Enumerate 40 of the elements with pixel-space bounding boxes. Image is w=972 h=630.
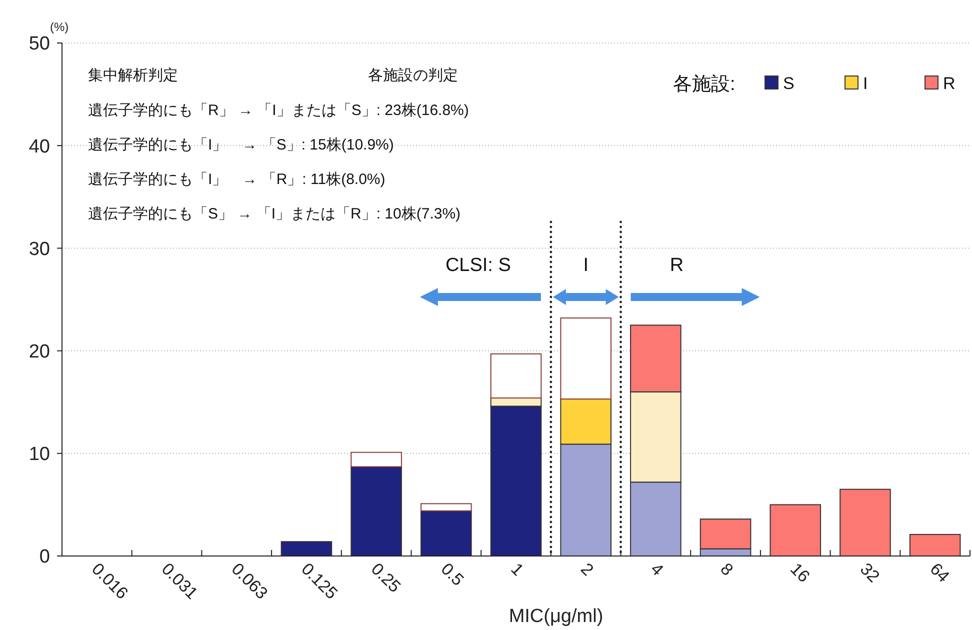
- bar: [909, 534, 961, 556]
- x-tick-label: 32: [856, 559, 884, 586]
- bar: [770, 504, 822, 556]
- x-tick-label: 1: [507, 559, 528, 580]
- annotation: 遺伝子学的にも「I」 → 「R」: 11株(8.0%): [88, 171, 386, 188]
- x-tick-label: 0.25: [367, 559, 404, 596]
- annotation: 各施設の判定: [368, 67, 458, 84]
- bar: [490, 353, 542, 398]
- annotation: I: [583, 255, 588, 276]
- annotation: R: [670, 255, 684, 276]
- annotation: 集中解析判定: [88, 67, 178, 84]
- bar: [350, 452, 402, 468]
- x-axis-title: MIC(μg/ml): [508, 606, 604, 627]
- bar: [350, 466, 402, 556]
- annotation: CLSI: S: [445, 255, 511, 276]
- bar: [420, 510, 472, 556]
- x-tick-label: 8: [716, 559, 737, 580]
- y-axis-title: (%): [50, 20, 69, 34]
- x-tick-label: 2: [577, 559, 598, 580]
- legend-title: 各施設:: [673, 74, 736, 95]
- legend-label: I: [863, 74, 868, 93]
- bar: [280, 541, 332, 556]
- annotation: 遺伝子学的にも「R」 → 「I」または「S」: 23株(16.8%): [88, 102, 469, 119]
- y-tick-label: 10: [28, 444, 50, 466]
- annotation: 遺伝子学的にも「I」 → 「S」: 15株(10.9%): [88, 136, 394, 154]
- y-tick-label: 0: [39, 546, 50, 568]
- y-tick-label: 40: [28, 136, 50, 158]
- y-tick-label: 50: [28, 34, 50, 55]
- x-tick-label: 64: [926, 559, 954, 586]
- y-tick-label: 30: [28, 238, 50, 260]
- x-tick-label: 4: [646, 559, 667, 580]
- x-tick-label: 16: [786, 559, 814, 586]
- legend-label: R: [943, 74, 956, 93]
- annotation: 遺伝子学的にも「S」 → 「I」または「R」: 10株(7.3%): [88, 206, 461, 222]
- bar: [840, 488, 891, 556]
- bar: [420, 503, 472, 512]
- legend-label: S: [783, 74, 794, 93]
- y-tick-label: 20: [28, 341, 50, 362]
- bar: [560, 317, 612, 400]
- x-tick-label: 0.5: [437, 559, 468, 590]
